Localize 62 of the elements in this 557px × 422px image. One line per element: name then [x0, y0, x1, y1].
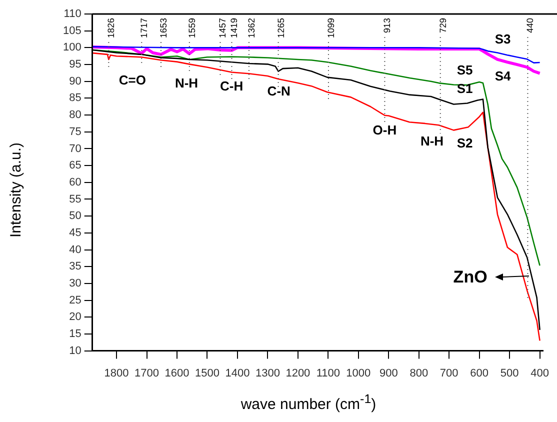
- annotation: C=O: [118, 72, 146, 88]
- y-tick-label: 60: [69, 176, 82, 188]
- ref-line-label: 1559: [186, 18, 197, 38]
- x-tick-label: 1000: [346, 367, 371, 380]
- ref-line-label: 440: [525, 18, 536, 34]
- y-tick-label: 70: [69, 142, 82, 155]
- x-tick-label: 1600: [164, 367, 190, 380]
- y-tick-label: 15: [69, 328, 82, 340]
- series-label: S1: [456, 81, 473, 96]
- series-label: S4: [494, 68, 512, 84]
- x-tick-label: 1500: [195, 367, 220, 380]
- x-tick-label: 1800: [104, 367, 129, 380]
- annotation: O-H: [372, 122, 397, 138]
- x-tick-label: 1400: [225, 367, 250, 380]
- ref-line-label: 1717: [139, 18, 150, 38]
- y-tick-label: 55: [69, 193, 82, 206]
- y-tick-label: 100: [62, 42, 82, 54]
- y-tick-label: 25: [69, 294, 82, 306]
- y-tick-label: 30: [69, 277, 82, 290]
- x-tick-label: 1300: [255, 367, 280, 380]
- series-label: S3: [494, 32, 511, 47]
- x-tick-label: 600: [470, 367, 489, 380]
- y-tick-label: 80: [69, 109, 82, 122]
- y-tick-label: 90: [69, 75, 82, 88]
- y-axis-title: Intensity (a.u.): [8, 142, 24, 238]
- annotation: N-H: [174, 76, 198, 91]
- y-tick-label: 45: [69, 226, 82, 239]
- annotation: C-H: [220, 78, 244, 94]
- y-tick-label: 10: [69, 344, 82, 357]
- ref-line-label: 1419: [229, 18, 240, 38]
- ref-line-label: 1099: [326, 18, 336, 38]
- x-tick-label: 1100: [316, 367, 340, 380]
- x-tick-label: 700: [440, 367, 458, 380]
- x-tick-label: 800: [410, 367, 428, 380]
- ref-line-label: 1826: [106, 18, 116, 38]
- x-tick-label: 400: [530, 367, 549, 380]
- x-tick-label: 500: [500, 367, 519, 380]
- x-tick-label: 1700: [134, 367, 160, 380]
- y-tick-label: 50: [69, 210, 82, 222]
- ref-line-label: 1457: [218, 18, 228, 38]
- x-tick-label: 900: [379, 367, 398, 380]
- y-tick-label: 40: [69, 244, 82, 256]
- ref-line-label: 1653: [158, 18, 168, 38]
- y-tick-label: 110: [64, 8, 82, 20]
- y-tick-label: 65: [69, 160, 82, 172]
- y-tick-label: 20: [69, 311, 82, 324]
- series-label: S2: [456, 135, 473, 150]
- y-tick-label: 85: [69, 92, 82, 104]
- annotation: N-H: [420, 134, 444, 149]
- x-tick-label: 1200: [286, 367, 310, 380]
- ref-line-label: 1265: [276, 18, 286, 38]
- x-axis-title: wave number (cm$^{-1}$): [240, 392, 378, 413]
- ref-line-label: 1362: [246, 18, 256, 38]
- y-tick-label: 75: [69, 126, 82, 138]
- y-tick-label: 35: [69, 260, 82, 273]
- y-tick-label: 105: [62, 24, 82, 37]
- annotation: ZnO: [453, 267, 488, 286]
- annotation: C-N: [267, 83, 290, 98]
- series-label: S5: [456, 62, 473, 78]
- ref-line-label: 729: [438, 18, 448, 34]
- ref-line-label: 913: [382, 18, 392, 34]
- y-tick-label: 95: [69, 58, 82, 71]
